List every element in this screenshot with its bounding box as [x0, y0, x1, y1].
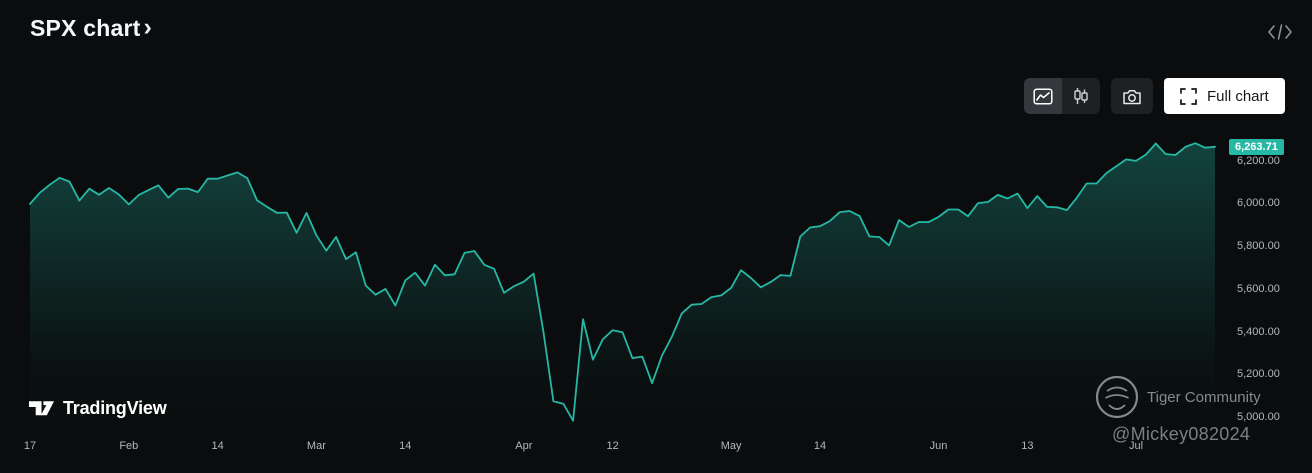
time-scale-label: 14	[211, 440, 224, 452]
time-scale-label: May	[720, 440, 742, 452]
price-area	[30, 143, 1215, 432]
last-price-badge: 6,263.71	[1229, 138, 1284, 155]
full-chart-label: Full chart	[1207, 87, 1269, 105]
price-scale-label: 5,200.00	[1237, 368, 1280, 381]
fullscreen-corners-icon	[1180, 87, 1197, 105]
price-line	[29, 142, 1216, 422]
chevron-right-icon: ›	[143, 12, 152, 41]
price-scale[interactable]: 6,263.71 6,200.00 6,000.00 5,800.00 5,600.0…	[1228, 138, 1312, 432]
time-scale-label: Mar	[306, 440, 326, 452]
time-scale-label: Apr	[515, 440, 533, 452]
tradingview-logo-label: TradingView	[63, 397, 167, 418]
chart-toolbar: Full chart	[1024, 78, 1285, 114]
time-scale-label: Jun	[929, 440, 948, 452]
time-scale-label: 13	[1021, 440, 1034, 452]
candles-style-button[interactable]	[1062, 78, 1100, 114]
price-scale-label: 5,000.00	[1237, 411, 1280, 423]
time-scale-label: Feb	[119, 440, 139, 452]
symbol-title-link[interactable]: SPX chart ›	[30, 12, 152, 42]
price-scale-label: 6,200.00	[1237, 154, 1280, 167]
price-scale-label: 5,800.00	[1237, 240, 1280, 252]
area-style-button[interactable]	[1024, 78, 1062, 114]
time-scale-label: 17	[23, 440, 37, 452]
tradingview-logo-link[interactable]: TradingView	[28, 396, 167, 420]
chart-style-group	[1024, 78, 1100, 114]
price-scale-label: 5,600.00	[1237, 282, 1280, 295]
time-scale-label: 12	[606, 440, 619, 452]
camera-snapshot-button[interactable]	[1111, 78, 1153, 114]
price-scale-label: 5,400.00	[1237, 325, 1280, 338]
time-scale[interactable]: 17 Feb 14 Mar 14 Apr 12 May 14 Jun 13 Jul	[0, 432, 1228, 473]
full-chart-button[interactable]: Full chart	[1164, 78, 1285, 114]
tradingview-logo-icon	[28, 401, 55, 416]
chart-plot[interactable]	[0, 138, 1228, 432]
price-scale-label: 6,000.00	[1237, 197, 1280, 210]
time-scale-label: 14	[813, 440, 827, 452]
time-scale-label: 14	[399, 440, 412, 452]
embed-code-icon[interactable]	[1266, 22, 1294, 42]
page-title: SPX chart	[30, 15, 141, 41]
time-scale-label: Jul	[1128, 440, 1144, 452]
